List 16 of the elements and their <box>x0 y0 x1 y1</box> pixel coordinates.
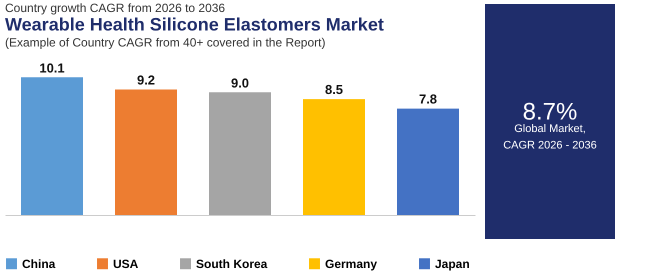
data-label: 9.2 <box>136 72 156 88</box>
data-label: 9.0 <box>230 75 250 90</box>
chart-title: Wearable Health Silicone Elastomers Market <box>5 14 384 34</box>
text: 8.7% <box>522 98 578 126</box>
legend-label: South Korea <box>196 256 268 271</box>
data-label: 10.1 <box>39 60 65 76</box>
text: Country growth CAGR from 2026 to 2036 <box>5 1 226 15</box>
chart-subtitle: (Example of Country CAGR from 40+ covered in the Report) <box>5 35 326 50</box>
text: Global Market, <box>514 123 586 135</box>
legend-label: China <box>22 256 56 271</box>
data-label: 7.8 <box>418 92 438 107</box>
text: CAGR 2026 - 2036 <box>503 140 597 152</box>
legend-label: Japan <box>435 256 470 271</box>
data-label: 8.5 <box>324 82 344 98</box>
legend-label: Germany <box>325 256 378 271</box>
legend-label: USA <box>113 256 139 271</box>
